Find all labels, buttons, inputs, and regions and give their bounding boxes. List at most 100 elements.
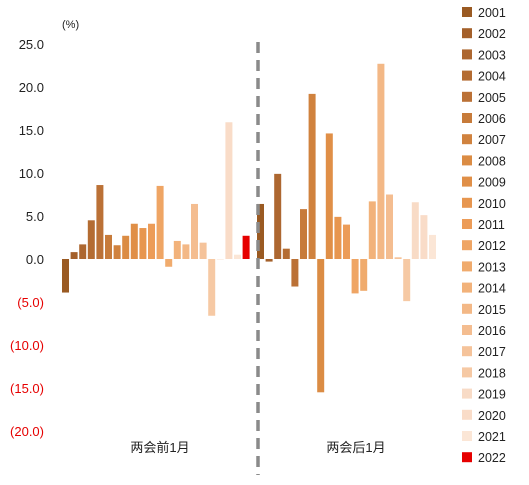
bar-2009-group-1 — [130, 223, 138, 259]
y-tick-label: (5.0) — [17, 295, 44, 310]
bar-2021-group-2 — [429, 234, 436, 259]
legend-label-2004: 2004 — [478, 70, 506, 84]
legend-swatch-2015 — [462, 303, 472, 314]
legend-swatch-2001 — [462, 7, 472, 17]
category-label: 两会前1月 — [130, 440, 189, 455]
legend-swatch-2009 — [462, 176, 472, 187]
legend-label-2010: 2010 — [478, 197, 506, 211]
bar-2007-group-1 — [113, 245, 121, 259]
legend-label-2003: 2003 — [478, 48, 506, 62]
legend-label-2012: 2012 — [478, 239, 506, 253]
bar-2005-group-2 — [291, 259, 299, 287]
bar-2017-group-2 — [394, 257, 402, 259]
bar-2022-group-1 — [242, 235, 250, 259]
bar-2006-group-2 — [300, 209, 307, 259]
bar-2004-group-2 — [282, 248, 290, 259]
bar-2018-group-2 — [403, 259, 411, 302]
legend-label-2001: 2001 — [478, 6, 506, 20]
y-tick-label: 0.0 — [26, 252, 44, 267]
bar-2013-group-2 — [360, 259, 368, 291]
bar-2002-group-2 — [265, 259, 273, 262]
legend-label-2005: 2005 — [478, 91, 506, 105]
bar-2015-group-2 — [377, 63, 385, 259]
bar-2002-group-1 — [70, 252, 78, 259]
legend-label-2017: 2017 — [478, 345, 506, 359]
legend-label-2022: 2022 — [478, 451, 506, 465]
bar-2001-group-2 — [257, 203, 264, 259]
bar-2011-group-1 — [148, 223, 155, 259]
bar-2014-group-1 — [173, 240, 181, 259]
legend-swatch-2013 — [462, 261, 472, 272]
legend-swatch-2007 — [462, 134, 472, 145]
bar-2016-group-2 — [386, 194, 393, 259]
bar-2016-group-1 — [191, 203, 198, 259]
y-tick-label: (15.0) — [10, 381, 44, 396]
legend-swatch-2012 — [462, 240, 472, 251]
bar-2017-group-1 — [199, 242, 207, 259]
bar-2020-group-2 — [420, 215, 428, 259]
bar-2020-group-1 — [225, 122, 233, 259]
legend-swatch-2005 — [462, 91, 472, 102]
bar-2001-group-1 — [62, 259, 69, 293]
y-tick-label: 10.0 — [19, 166, 44, 181]
legend-label-2009: 2009 — [478, 176, 506, 190]
bar-2019-group-2 — [411, 202, 419, 259]
bar-2008-group-1 — [122, 235, 130, 259]
y-tick-label: 15.0 — [19, 123, 44, 138]
y-tick-label: 20.0 — [19, 80, 44, 95]
legend-swatch-2004 — [462, 70, 472, 81]
legend-label-2006: 2006 — [478, 112, 506, 126]
legend-label-2015: 2015 — [478, 303, 506, 317]
legend-label-2020: 2020 — [478, 409, 506, 423]
y-tick-label: 5.0 — [26, 209, 44, 224]
legend-swatch-2016 — [462, 325, 472, 335]
bar-2012-group-1 — [156, 185, 164, 259]
legend-label-2007: 2007 — [478, 133, 506, 147]
legend-label-2002: 2002 — [478, 27, 506, 41]
legend-label-2014: 2014 — [478, 282, 506, 296]
bar-2010-group-2 — [334, 216, 342, 259]
legend-label-2013: 2013 — [478, 260, 506, 274]
legend-label-2021: 2021 — [478, 430, 506, 444]
bar-2007-group-2 — [308, 93, 316, 259]
bar-2012-group-2 — [351, 259, 359, 294]
legend-swatch-2018 — [462, 367, 472, 378]
bar-2006-group-1 — [105, 234, 112, 259]
legend-label-2008: 2008 — [478, 154, 506, 168]
legend-label-2018: 2018 — [478, 366, 506, 380]
bar-2010-group-1 — [139, 228, 147, 259]
legend-swatch-2003 — [462, 49, 472, 60]
bar-2014-group-2 — [368, 201, 376, 259]
bar-2005-group-1 — [96, 185, 104, 259]
legend-swatch-2008 — [462, 155, 472, 166]
bar-2003-group-1 — [79, 244, 87, 259]
legend-swatch-2014 — [462, 282, 472, 293]
bar-2013-group-1 — [165, 259, 173, 267]
legend-label-2019: 2019 — [478, 388, 506, 402]
y-unit-label: (%) — [62, 19, 79, 31]
y-tick-label: (10.0) — [10, 338, 44, 353]
legend-label-2011: 2011 — [478, 218, 505, 232]
legend-swatch-2006 — [462, 113, 472, 123]
bar-2003-group-2 — [274, 173, 282, 259]
bar-2018-group-1 — [208, 259, 216, 316]
y-tick-label: (20.0) — [10, 424, 44, 439]
legend-swatch-2017 — [462, 346, 472, 357]
bar-2015-group-1 — [182, 244, 190, 259]
legend-swatch-2020 — [462, 409, 472, 420]
legend-swatch-2010 — [462, 197, 472, 208]
y-tick-label: 25.0 — [19, 37, 44, 52]
legend-swatch-2022 — [462, 452, 472, 463]
bar-2021-group-1 — [234, 254, 241, 259]
category-label: 两会后1月 — [326, 440, 385, 455]
legend-swatch-2002 — [462, 28, 472, 39]
bar-2011-group-2 — [343, 224, 350, 259]
bar-2004-group-1 — [87, 220, 95, 259]
legend-swatch-2019 — [462, 388, 472, 399]
legend-swatch-2011 — [462, 219, 472, 229]
bar-2009-group-2 — [325, 133, 333, 259]
legend-swatch-2021 — [462, 431, 472, 441]
bar-2008-group-2 — [317, 259, 325, 393]
legend-label-2016: 2016 — [478, 324, 506, 338]
